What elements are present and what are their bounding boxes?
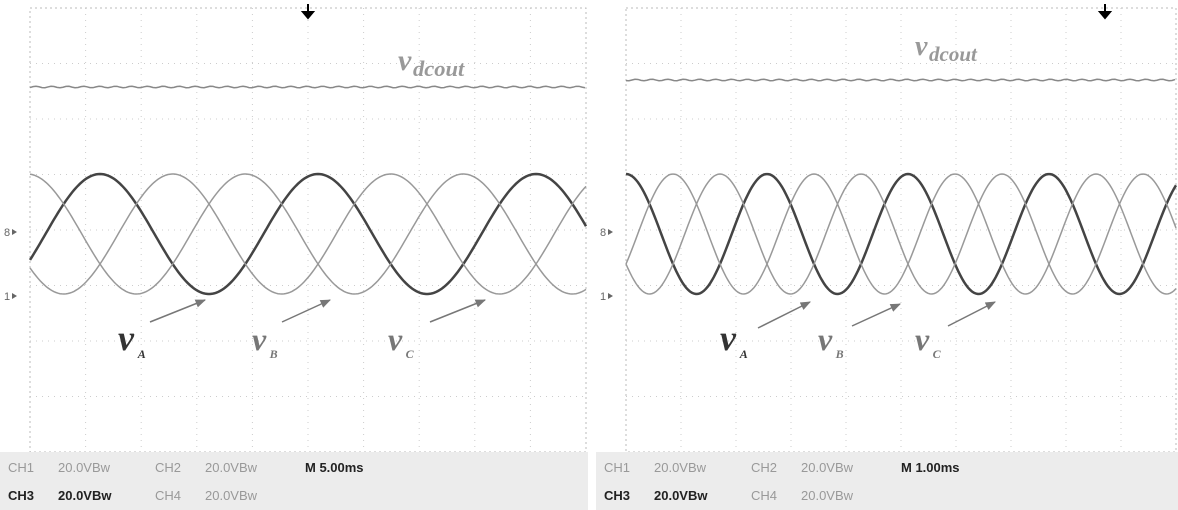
phase-label: v — [720, 318, 737, 358]
status-text: 20.0VBw — [801, 460, 854, 475]
figure: 81vdcoutvAvBvCCH120.0VBwCH220.0VBwM 5.00… — [0, 0, 1178, 510]
channel-marker: 8 — [600, 227, 606, 239]
dc-label: v — [915, 31, 928, 62]
marker-tip — [608, 229, 613, 235]
status-text: 20.0VBw — [58, 460, 111, 475]
phase-label-sub: A — [739, 347, 748, 361]
status-text: 20.0VBw — [58, 488, 112, 503]
phase-label-sub: B — [835, 347, 844, 361]
phase-label-sub: C — [933, 347, 942, 361]
channel-marker: 8 — [4, 227, 10, 239]
status-text: 20.0VBw — [654, 488, 708, 503]
status-text: 20.0VBw — [654, 460, 707, 475]
status-text: CH1 — [8, 460, 34, 475]
dc-label: v — [398, 44, 412, 77]
status-text: CH2 — [751, 460, 777, 475]
status-text: CH2 — [155, 460, 181, 475]
phase-label-sub: B — [269, 347, 278, 361]
status-text: 20.0VBw — [205, 460, 258, 475]
status-text: CH4 — [751, 488, 777, 503]
marker-tip — [12, 293, 17, 299]
phase-label-sub: A — [137, 347, 146, 361]
dc-label-sub: dcout — [929, 42, 978, 66]
phase-label: v — [252, 321, 267, 357]
phase-label: v — [388, 321, 403, 357]
status-text: 20.0VBw — [801, 488, 854, 503]
phase-label: v — [915, 321, 930, 357]
channel-marker: 1 — [600, 291, 606, 303]
phase-label-sub: C — [406, 347, 415, 361]
status-text: CH3 — [604, 488, 630, 503]
status-text: 20.0VBw — [205, 488, 258, 503]
status-text: M 1.00ms — [901, 460, 960, 475]
status-text: CH4 — [155, 488, 181, 503]
status-text: CH1 — [604, 460, 630, 475]
channel-marker: 1 — [4, 291, 10, 303]
dc-label-sub: dcout — [413, 56, 465, 81]
phase-label: v — [818, 321, 833, 357]
marker-tip — [608, 293, 613, 299]
status-text: CH3 — [8, 488, 34, 503]
status-text: M 5.00ms — [305, 460, 364, 475]
phase-label: v — [118, 318, 135, 358]
marker-tip — [12, 229, 17, 235]
